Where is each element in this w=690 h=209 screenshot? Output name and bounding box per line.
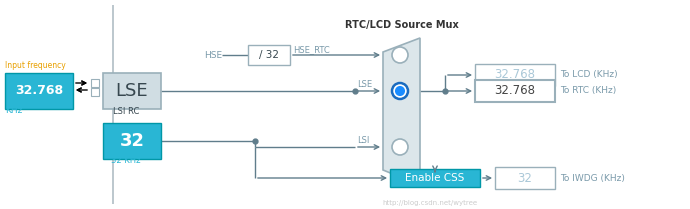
- Text: RTC/LCD Source Mux: RTC/LCD Source Mux: [344, 20, 458, 30]
- Text: 32.768: 32.768: [495, 84, 535, 98]
- Text: 32.768: 32.768: [15, 84, 63, 98]
- FancyBboxPatch shape: [248, 45, 290, 65]
- Text: 32.768: 32.768: [495, 69, 535, 82]
- Text: 32: 32: [518, 172, 533, 185]
- Text: To LCD (KHz): To LCD (KHz): [560, 70, 618, 79]
- FancyBboxPatch shape: [5, 73, 73, 109]
- Text: Enable CSS: Enable CSS: [405, 173, 464, 183]
- Text: HSE: HSE: [204, 51, 222, 60]
- FancyBboxPatch shape: [390, 169, 480, 187]
- Text: / 32: / 32: [259, 50, 279, 60]
- Polygon shape: [383, 38, 420, 185]
- Circle shape: [392, 47, 408, 63]
- FancyBboxPatch shape: [103, 123, 161, 159]
- Text: 32: 32: [119, 132, 144, 150]
- Text: Input frequency: Input frequency: [5, 61, 66, 70]
- Circle shape: [396, 87, 404, 95]
- FancyBboxPatch shape: [475, 64, 555, 86]
- FancyBboxPatch shape: [495, 167, 555, 189]
- FancyBboxPatch shape: [475, 80, 555, 102]
- FancyBboxPatch shape: [91, 79, 99, 87]
- Circle shape: [392, 83, 408, 99]
- Text: LSI: LSI: [357, 136, 369, 145]
- FancyBboxPatch shape: [91, 88, 99, 96]
- Text: 32 KHz: 32 KHz: [111, 156, 141, 165]
- Text: LSE: LSE: [116, 82, 148, 100]
- Circle shape: [392, 139, 408, 155]
- Text: KHz: KHz: [5, 106, 22, 115]
- Text: LSI RC: LSI RC: [113, 107, 139, 116]
- Text: To IWDG (KHz): To IWDG (KHz): [560, 173, 625, 182]
- Text: To RTC (KHz): To RTC (KHz): [560, 87, 616, 96]
- Text: HSE_RTC: HSE_RTC: [293, 45, 330, 54]
- Text: LSE: LSE: [357, 80, 372, 89]
- FancyBboxPatch shape: [103, 73, 161, 109]
- Text: http://blog.csdn.net/wytree: http://blog.csdn.net/wytree: [382, 200, 477, 206]
